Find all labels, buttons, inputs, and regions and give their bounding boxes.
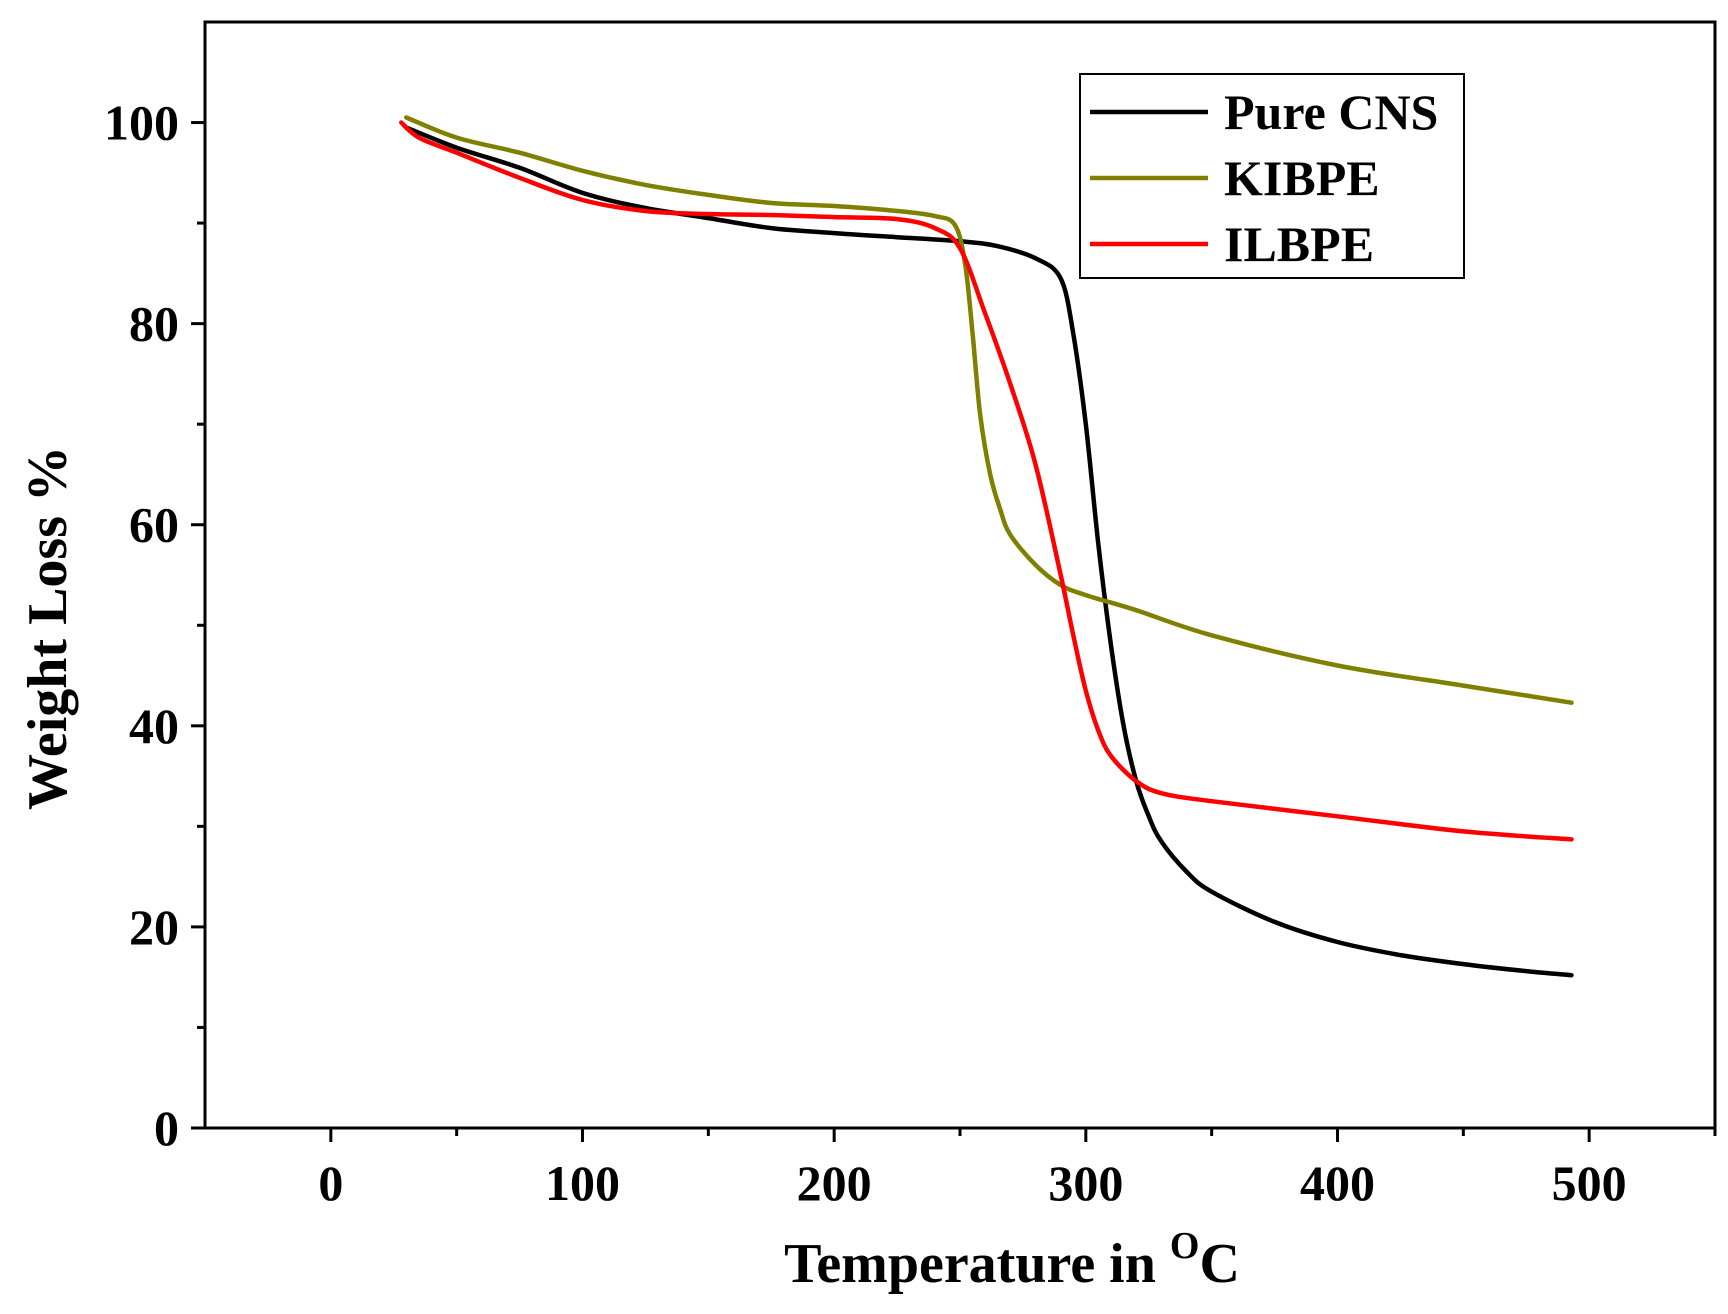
y-tick-label: 100	[104, 95, 179, 151]
y-tick-label: 20	[129, 899, 179, 955]
legend-label-ilbpe: ILBPE	[1224, 216, 1374, 272]
x-axis: 0 100 200 300 400 500	[318, 1128, 1717, 1211]
y-axis: 0 20 40 60 80 100	[104, 95, 205, 1156]
x-tick-label: 100	[545, 1155, 620, 1211]
legend: Pure CNS KIBPE ILBPE	[1079, 73, 1465, 279]
legend-label-pure-cns: Pure CNS	[1224, 84, 1438, 140]
x-axis-title-superscript: O	[1170, 1225, 1200, 1267]
x-tick-label: 0	[318, 1155, 343, 1211]
x-axis-title: Temperature in OC	[784, 1225, 1240, 1295]
x-axis-title-main: Temperature in	[784, 1233, 1170, 1295]
series-layer	[399, 115, 1574, 978]
series-line-ilbpe	[399, 120, 1574, 842]
x-axis-title-suffix: C	[1199, 1233, 1239, 1295]
x-tick-label: 200	[797, 1155, 872, 1211]
legend-label-kibpe: KIBPE	[1224, 150, 1380, 206]
x-tick-label: 400	[1300, 1155, 1375, 1211]
y-tick-label: 0	[154, 1100, 179, 1156]
x-tick-label: 500	[1552, 1155, 1627, 1211]
x-tick-label: 300	[1048, 1155, 1123, 1211]
y-tick-label: 80	[129, 296, 179, 352]
y-axis-title: Weight Loss %	[17, 446, 79, 810]
y-tick-label: 60	[129, 497, 179, 553]
series-line-kibpe	[404, 115, 1574, 705]
y-tick-label: 40	[129, 698, 179, 754]
